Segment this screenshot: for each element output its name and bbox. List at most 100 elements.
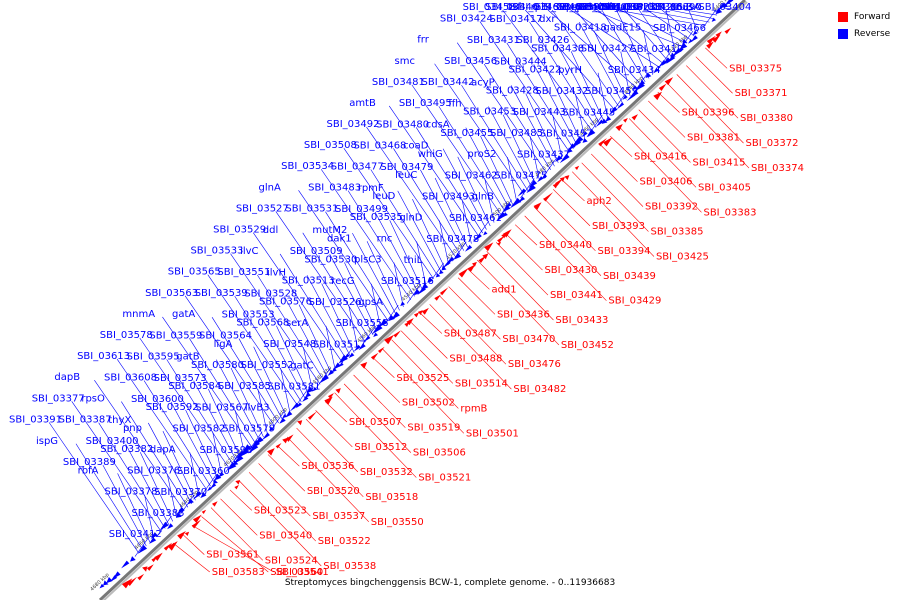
- reverse-leader-112: [234, 295, 302, 402]
- forward-gene-label-56: SBI_03583: [212, 567, 265, 578]
- forward-leader-16: [553, 189, 591, 227]
- reverse-leader-53: [434, 63, 525, 195]
- forward-gene-label-49: SBI_03538: [323, 561, 376, 572]
- reverse-leader-119: [184, 295, 276, 427]
- reverse-gene-label-109: SBI_03548: [263, 339, 316, 350]
- reverse-leader-42: [565, 136, 580, 156]
- reverse-gene-label-93: SBI_03509: [290, 246, 343, 257]
- reverse-gene-label-118: gatA: [172, 309, 195, 320]
- reverse-leader-28: [551, 9, 620, 107]
- reverse-leader-127: [234, 410, 245, 455]
- reverse-swatch: [838, 28, 848, 39]
- forward-gene-label-34: SBI_03501: [466, 428, 519, 439]
- forward-leader-46: [267, 454, 306, 492]
- reverse-leader-27: [578, 21, 623, 104]
- reverse-leader-114: [293, 389, 308, 410]
- forward-gene-label-48: SBI_03522: [318, 536, 371, 547]
- reverse-gene-127: [517, 188, 527, 197]
- reverse-leader-76: [370, 169, 438, 276]
- reverse-leader-18: [656, 51, 671, 72]
- reverse-gene-label-143: dapB: [54, 372, 80, 383]
- reverse-gene-label-106: SBI_03551: [217, 267, 270, 278]
- forward-leader-19: [524, 215, 607, 301]
- reverse-gene-2: [106, 577, 113, 584]
- forward-gene-182: [712, 34, 721, 43]
- reverse-leader-139: [189, 452, 200, 497]
- reverse-gene-42: [235, 450, 245, 460]
- reverse-gene-110: [464, 244, 473, 252]
- forward-gene-label-28: SBI_03476: [508, 359, 561, 370]
- forward-leader-40: [324, 401, 348, 423]
- reverse-gene-39: [228, 462, 237, 470]
- reverse-leader-1: [711, 9, 721, 12]
- reverse-gene-165: [645, 72, 652, 79]
- reverse-gene-105: [444, 256, 455, 266]
- reverse-gene-99: [427, 276, 434, 283]
- reverse-gene-label-73: glnD: [399, 212, 422, 223]
- reverse-gene-label-149: SBI_03377: [32, 393, 85, 404]
- forward-gene-label-55: SBI_03561: [206, 550, 259, 561]
- forward-leader-2: [686, 65, 739, 119]
- reverse-leader-100: [279, 253, 347, 360]
- forward-leader-30: [419, 312, 443, 334]
- reverse-gene-label-76: SBI_03477: [331, 162, 384, 173]
- forward-gene-label-54: SBI_03541: [276, 567, 329, 578]
- reverse-gene-label-43: SBI_03443: [513, 107, 566, 118]
- reverse-leader-6: [701, 9, 716, 30]
- reverse-gene-label-153: SBI_03389: [63, 457, 116, 468]
- reverse-gene-label-72: SBI_03478: [426, 234, 479, 245]
- forward-gene-136: [559, 176, 565, 182]
- forward-leader-47: [258, 463, 311, 517]
- reverse-gene-47: [253, 436, 264, 446]
- forward-gene-135: [554, 178, 564, 186]
- forward-gene-117: [497, 235, 505, 243]
- reverse-gene-9: [130, 556, 136, 562]
- reverse-gene-label-129: SBI_03573: [154, 373, 207, 384]
- forward-gene-94: [421, 307, 429, 315]
- forward-leader-54: [191, 525, 274, 573]
- reverse-gene-label-97: SBI_03526: [309, 297, 362, 308]
- forward-gene-label-12: SBI_03392: [645, 202, 698, 213]
- forward-leader-28: [438, 295, 507, 365]
- reverse-gene-102: [438, 269, 444, 275]
- reverse-leader-25: [620, 51, 631, 97]
- forward-gene-48: [267, 448, 275, 456]
- reverse-gene-115: [483, 231, 488, 236]
- reverse-gene-61: [302, 395, 309, 402]
- reverse-leader-116: [253, 346, 287, 417]
- reverse-leader-86: [366, 241, 400, 311]
- reverse-gene-label-126: SBI_03579: [222, 424, 275, 435]
- reverse-gene-label-84: SBI_03516: [381, 276, 434, 287]
- reverse-gene-1: [103, 580, 109, 586]
- reverse-leader-65: [388, 105, 480, 237]
- reverse-gene-label-86: dak1: [327, 233, 352, 244]
- forward-gene-6: [127, 576, 138, 586]
- reverse-leader-35: [502, 9, 593, 132]
- reverse-gene-label-124: SBI_03559: [149, 330, 202, 341]
- forward-leader-15: [562, 180, 585, 202]
- forward-gene-166: [658, 83, 667, 91]
- forward-gene-140: [574, 165, 580, 171]
- reverse-leader-2: [684, 9, 718, 16]
- forward-leader-25: [467, 268, 490, 290]
- forward-leader-9: [619, 127, 702, 213]
- forward-leader-38: [343, 383, 412, 453]
- reverse-gene-20: [167, 523, 174, 530]
- reverse-leader-111: [261, 317, 306, 399]
- reverse-leader-143: [94, 380, 185, 512]
- forward-gene-label-47: SBI_03537: [312, 511, 365, 522]
- forward-leader-32: [400, 330, 454, 384]
- reverse-gene-97: [420, 283, 429, 291]
- forward-leader-22: [495, 242, 549, 296]
- forward-gene-label-50: SBI_03523: [254, 505, 307, 516]
- reverse-gene-label-61: SBI_03462: [445, 170, 498, 181]
- reverse-leader-34: [529, 21, 597, 128]
- forward-gene-128: [533, 202, 542, 211]
- reverse-gene-label-20: proS1: [576, 2, 605, 13]
- reverse-gene-label-16: SBI_03409: [558, 2, 611, 13]
- reverse-leader-152: [117, 473, 151, 543]
- reverse-leader-101: [252, 232, 344, 364]
- reverse-leader-54: [520, 178, 535, 199]
- reverse-gene-54: [279, 417, 286, 424]
- reverse-leader-120: [270, 410, 286, 431]
